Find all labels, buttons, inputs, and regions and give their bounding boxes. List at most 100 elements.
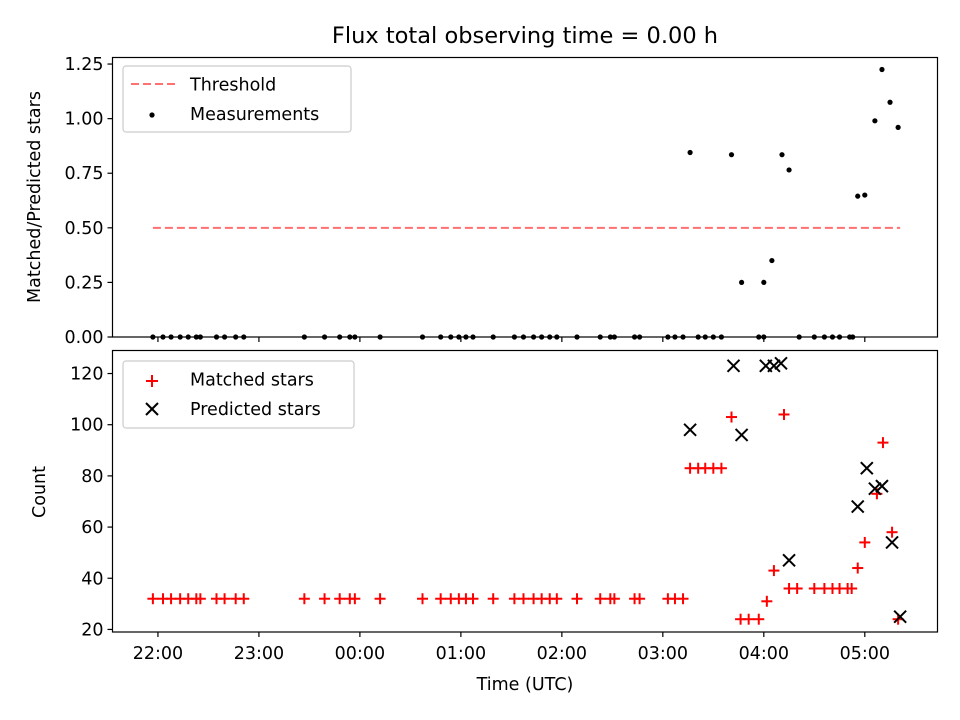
matched-star-point — [551, 593, 563, 605]
top-x-ticks — [157, 337, 866, 342]
matched-star-point — [859, 536, 871, 548]
y-tick-label: 1.00 — [65, 110, 104, 130]
matched-star-point — [852, 562, 864, 574]
predicted-star-point — [726, 359, 741, 373]
measurement-point — [786, 167, 792, 173]
predicted-star-point — [851, 499, 865, 514]
bottom-y-ticks: 20 40 60 80 100 120 — [70, 365, 113, 640]
matched-star-point — [846, 582, 858, 594]
x-axis-label: Time (UTC) — [476, 675, 574, 695]
legend-measurements-dot — [149, 112, 155, 118]
x-tick-label: 02:00 — [537, 644, 587, 664]
top-y-axis-label: Matched/Predicted stars — [25, 91, 45, 303]
measurement-point — [779, 152, 785, 158]
bottom-y-axis-label: Count — [30, 466, 50, 518]
predicted-star-point — [767, 359, 781, 373]
y-tick-label: 120 — [70, 365, 103, 385]
matched-star-point — [467, 593, 479, 605]
y-tick-label: 0.00 — [65, 328, 104, 348]
measurement-point — [739, 279, 745, 286]
matched-star-point — [778, 408, 790, 420]
matched-star-point — [147, 593, 159, 605]
measurement-point — [728, 152, 735, 158]
bottom-axes-frame — [111, 349, 939, 633]
matched-star-point — [808, 582, 820, 594]
matched-star-point — [743, 613, 755, 625]
legend-threshold-label: Threshold — [189, 76, 276, 96]
predicted-star-point — [868, 481, 882, 496]
matched-star-point — [374, 593, 386, 605]
measurement-point — [769, 257, 775, 264]
x-tick-label: 23:00 — [234, 644, 284, 664]
bottom-x-ticks: 22:00 23:00 00:00 01:00 02:00 03:00 04:00 05:00 — [133, 632, 890, 664]
matched-star-point — [417, 593, 429, 605]
measurement-point — [855, 193, 861, 199]
x-tick-label: 04:00 — [739, 644, 789, 664]
x-tick-label: 01:00 — [436, 644, 486, 664]
bottom-legend: Matched stars Predicted stars — [122, 360, 355, 429]
matched-star-point — [753, 613, 765, 625]
matched-star-point — [726, 411, 738, 423]
y-tick-label: 0.75 — [65, 164, 104, 184]
matched-star-point — [634, 593, 646, 605]
measurement-point — [895, 124, 901, 130]
matched-star-point — [877, 437, 889, 449]
predicted-star-point — [734, 428, 749, 442]
chart-title: Flux total observing time = 0.00 h — [332, 23, 718, 49]
matched-star-point — [219, 593, 231, 605]
measurement-point — [761, 279, 767, 286]
x-tick-label: 22:00 — [133, 644, 183, 664]
predicted-star-point — [782, 553, 796, 568]
top-legend: Threshold Measurements — [122, 65, 352, 133]
legend-predicted-label: Predicted stars — [190, 400, 321, 420]
predicted-star-point — [885, 535, 899, 550]
y-tick-label: 20 — [81, 620, 103, 640]
measurement-point — [879, 66, 885, 73]
bottom-marks — [147, 356, 907, 625]
y-tick-label: 60 — [81, 518, 103, 538]
matched-star-point — [517, 593, 529, 605]
x-tick-label: 00:00 — [335, 644, 385, 664]
legend-matched-label: Matched stars — [190, 371, 314, 391]
x-tick-label: 05:00 — [840, 644, 890, 664]
measurement-point — [862, 192, 868, 198]
bottom-panel: 20 40 60 80 100 120 22:00 23:00 00:00 01:00 02:00… — [30, 349, 939, 695]
top-legend-box — [122, 65, 352, 133]
predicted-star-point — [875, 479, 889, 493]
x-tick-label: 03:00 — [638, 644, 688, 664]
matched-star-point — [194, 593, 206, 605]
measurement-point — [887, 99, 893, 105]
matched-star-point — [761, 595, 773, 607]
top-y-ticks: 0.00 0.25 0.50 0.75 1.00 1.25 — [65, 55, 113, 348]
predicted-star-point — [774, 356, 788, 371]
matched-star-point — [298, 593, 310, 605]
matched-star-point — [594, 593, 606, 605]
matched-star-point — [608, 593, 620, 605]
legend-predicted-marker — [145, 402, 159, 416]
matched-star-point — [768, 565, 780, 577]
y-tick-label: 80 — [81, 467, 103, 487]
matched-star-point — [349, 593, 361, 605]
predicted-star-point — [860, 461, 874, 475]
matched-star-point — [715, 462, 727, 474]
measurement-point — [872, 118, 878, 124]
bottom-legend-box — [122, 360, 355, 429]
y-tick-label: 0.50 — [65, 219, 104, 239]
predicted-star-point — [893, 609, 907, 624]
matched-star-point — [435, 593, 447, 605]
top-panel: 0.00 0.25 0.50 0.75 1.00 1.25 Matched/Predict… — [25, 55, 939, 348]
y-tick-label: 0.25 — [65, 273, 104, 293]
predicted-star-point — [683, 423, 697, 437]
matched-star-point — [334, 593, 346, 605]
matched-star-point — [487, 593, 499, 605]
legend-measurements-label: Measurements — [190, 105, 319, 125]
matched-star-point — [791, 582, 803, 594]
legend-matched-marker — [146, 375, 158, 387]
matched-star-point — [319, 593, 331, 605]
y-tick-label: 40 — [81, 569, 103, 589]
top-axes-frame — [111, 56, 939, 338]
matched-star-point — [571, 593, 583, 605]
measurement-point — [687, 149, 693, 156]
y-tick-label: 1.25 — [65, 55, 104, 75]
